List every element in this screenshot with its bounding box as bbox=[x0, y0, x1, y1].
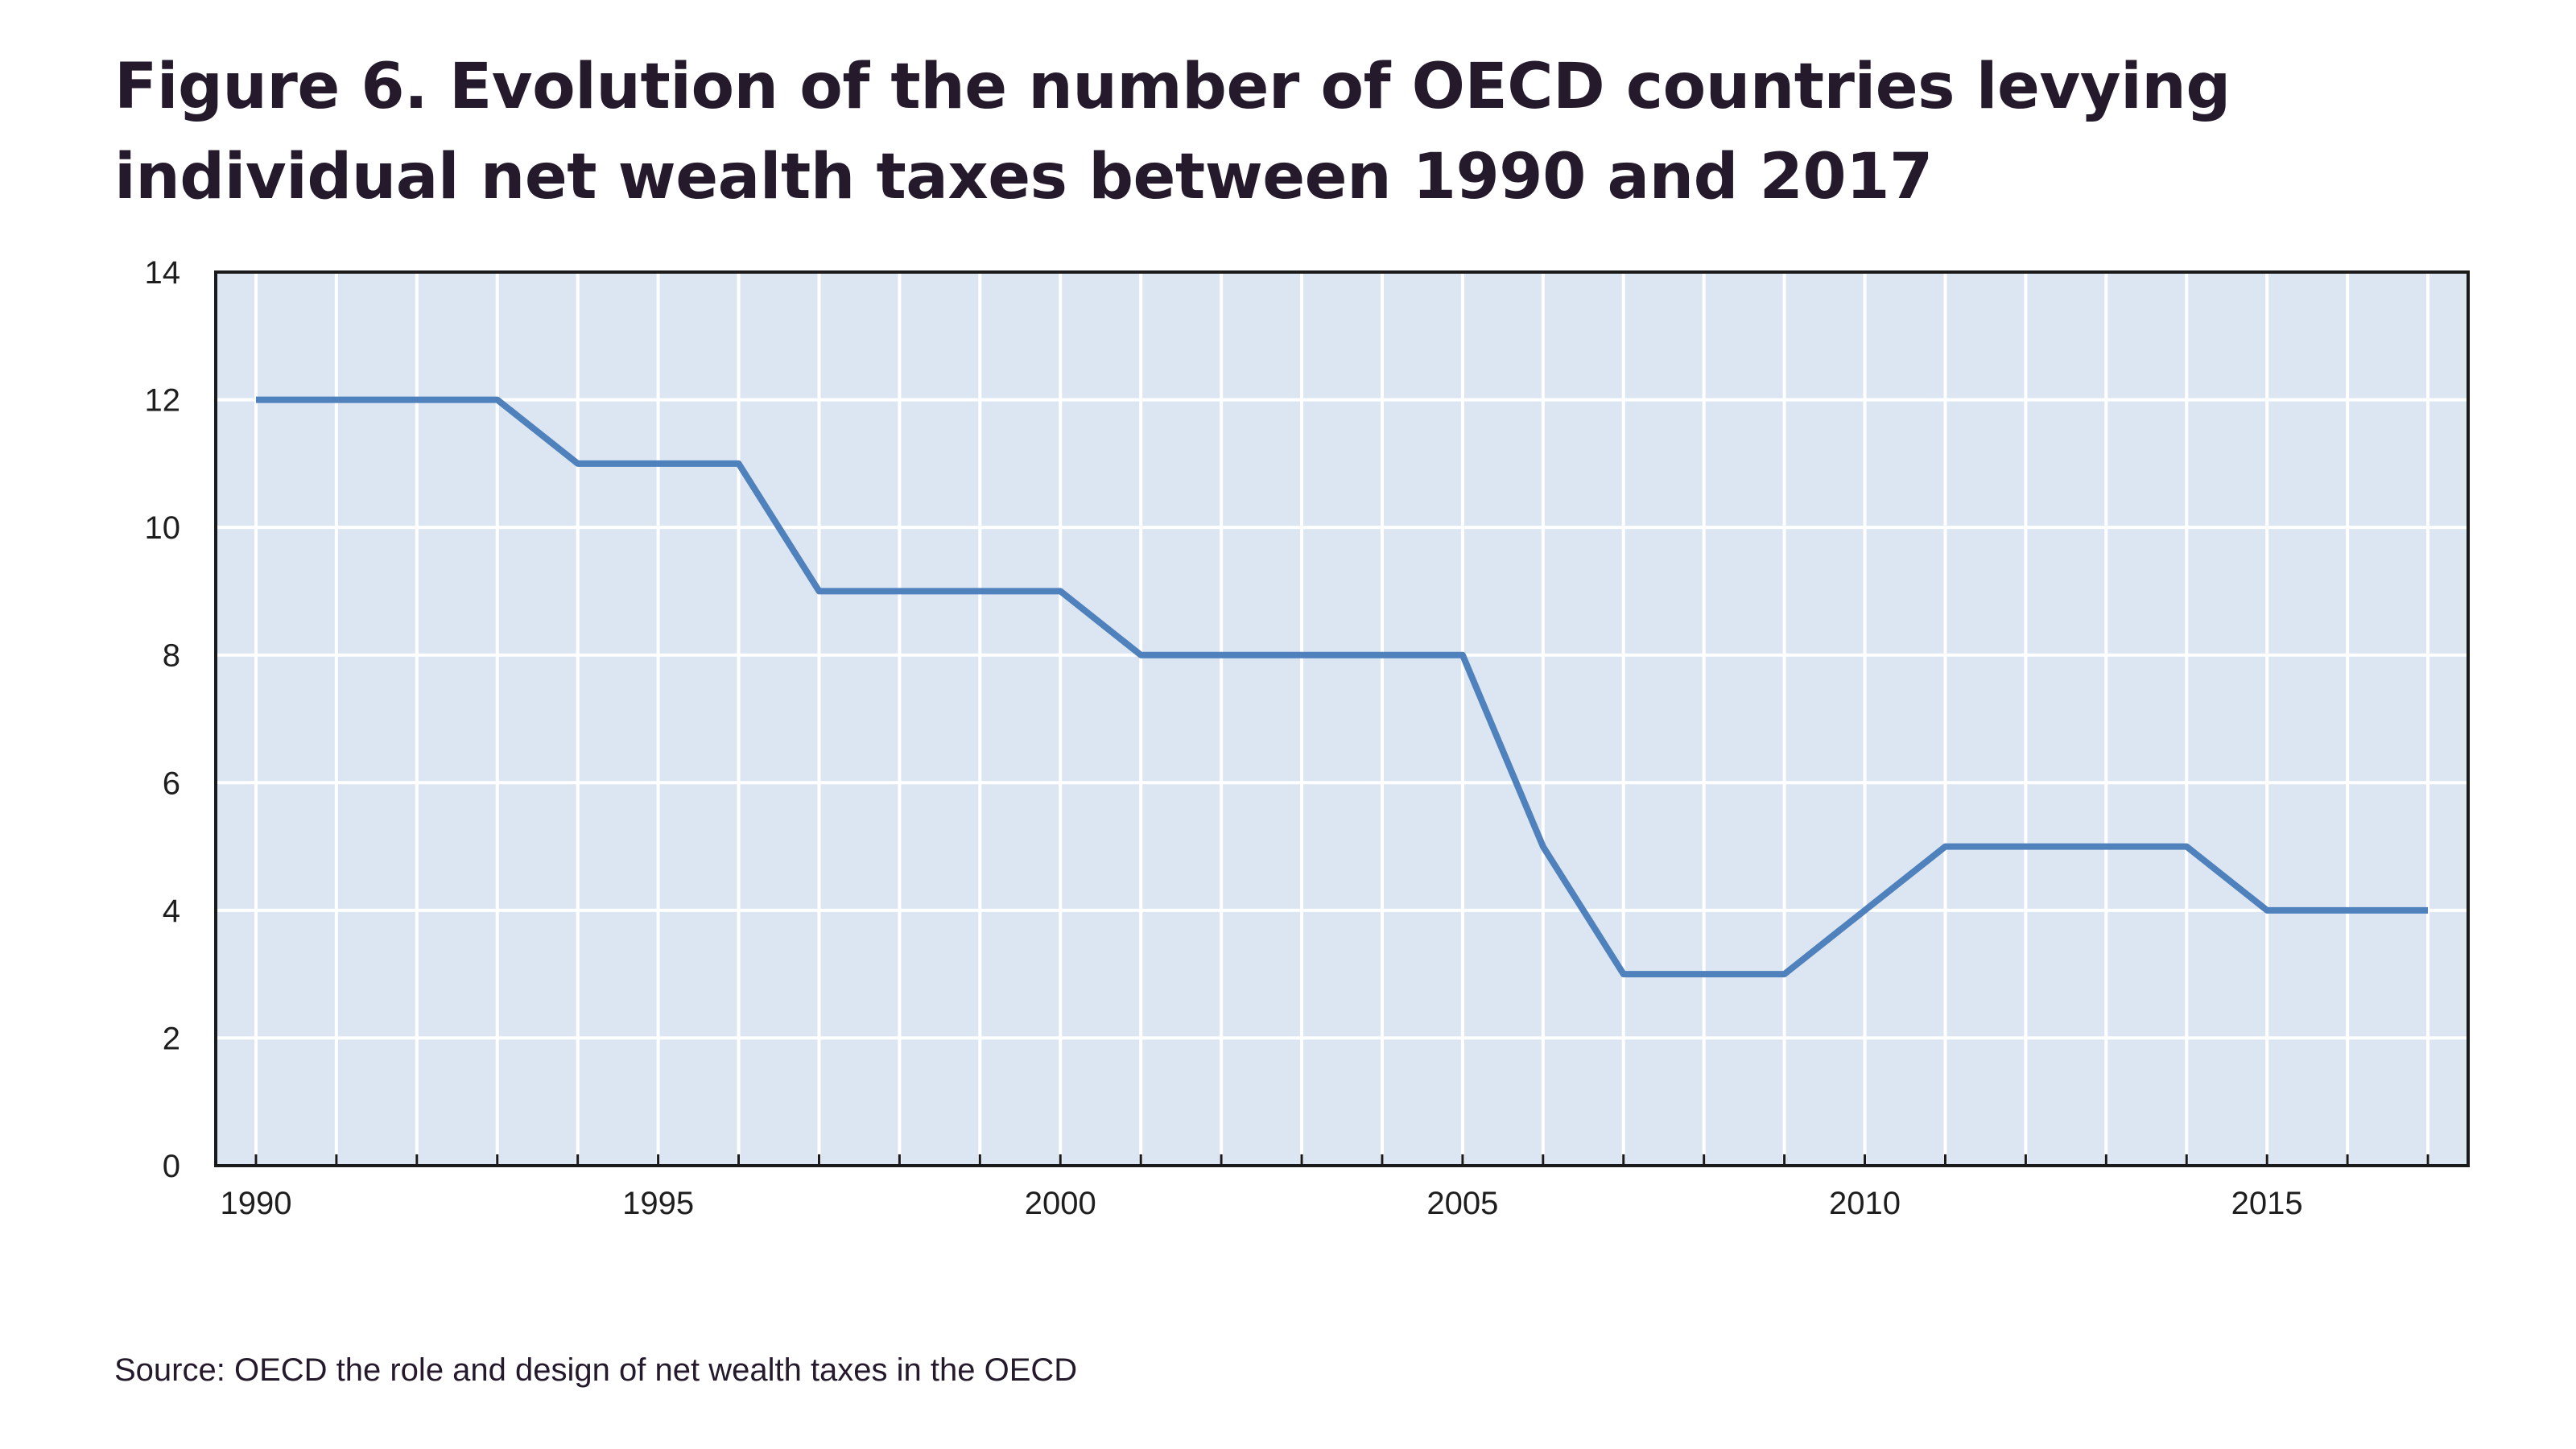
y-tick-label-4: 4 bbox=[163, 894, 180, 929]
grid bbox=[216, 272, 2468, 1166]
x-tick-label-2010: 2010 bbox=[1829, 1186, 1901, 1221]
y-tick-label-8: 8 bbox=[163, 638, 180, 674]
y-tick-label-0: 0 bbox=[163, 1149, 180, 1184]
plot-frame bbox=[214, 270, 2470, 1167]
plot-area bbox=[216, 272, 2468, 1166]
chart-title-line-1: Figure 6. Evolution of the number of OEC… bbox=[114, 51, 2231, 123]
y-tick-label-12: 12 bbox=[145, 383, 181, 419]
y-tick-label-6: 6 bbox=[163, 766, 180, 801]
x-tick-label-1990: 1990 bbox=[220, 1186, 291, 1221]
chart-title-line-2: individual net wealth taxes between 1990… bbox=[114, 141, 1933, 213]
plot-border bbox=[214, 270, 2470, 1167]
y-axis-labels: 0 2 4 6 8 10 12 14 bbox=[145, 255, 181, 1184]
x-tick-label-2000: 2000 bbox=[1025, 1186, 1096, 1221]
source-note: Source: OECD the role and design of net … bbox=[114, 1352, 1078, 1388]
series-group bbox=[255, 396, 2429, 978]
x-tick-label-2005: 2005 bbox=[1426, 1186, 1498, 1221]
chart-title: Figure 6. Evolution of the number of OEC… bbox=[114, 42, 2288, 222]
x-axis-labels: 1990 1995 2000 2005 2010 2015 bbox=[220, 1186, 2302, 1221]
x-tick-label-1995: 1995 bbox=[622, 1186, 694, 1221]
y-tick-label-10: 10 bbox=[145, 510, 181, 546]
series-line-0 bbox=[256, 396, 2428, 978]
x-tick-label-2015: 2015 bbox=[2231, 1186, 2303, 1221]
line-chart: 0 2 4 6 8 10 12 14 1990 1995 2000 2005 2010 2015 bbox=[145, 255, 2470, 1221]
y-tick-label-14: 14 bbox=[145, 255, 181, 291]
y-tick-label-2: 2 bbox=[163, 1021, 180, 1056]
axis-ticks bbox=[254, 1154, 2429, 1166]
